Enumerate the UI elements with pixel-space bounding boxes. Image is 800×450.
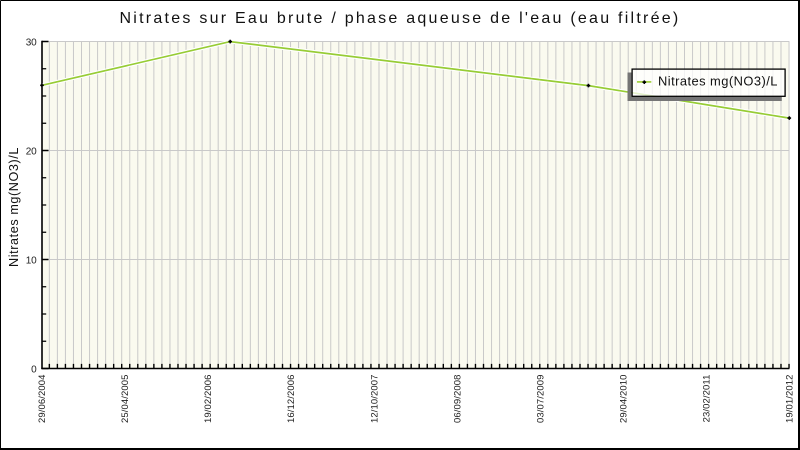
svg-text:Nitrates sur Eau brute / phase: Nitrates sur Eau brute / phase aqueuse d… — [120, 10, 681, 27]
svg-text:29/06/2004: 29/06/2004 — [37, 375, 48, 424]
svg-text:30: 30 — [26, 38, 37, 49]
svg-text:12/10/2007: 12/10/2007 — [369, 375, 380, 424]
svg-text:03/07/2009: 03/07/2009 — [535, 375, 546, 424]
svg-text:19/02/2006: 19/02/2006 — [203, 375, 214, 424]
svg-text:19/01/2012: 19/01/2012 — [785, 375, 796, 424]
svg-text:20: 20 — [26, 147, 37, 158]
svg-text:25/04/2005: 25/04/2005 — [120, 375, 131, 424]
svg-text:29/04/2010: 29/04/2010 — [618, 375, 629, 424]
svg-text:16/12/2006: 16/12/2006 — [286, 375, 297, 424]
svg-text:23/02/2011: 23/02/2011 — [702, 375, 713, 423]
svg-text:10: 10 — [26, 256, 37, 267]
svg-text:Nitrates mg(NO3)/L: Nitrates mg(NO3)/L — [658, 73, 778, 88]
svg-text:Nitrates mg(NO3)/L: Nitrates mg(NO3)/L — [7, 147, 21, 267]
svg-text:06/09/2008: 06/09/2008 — [452, 375, 463, 424]
svg-text:0: 0 — [31, 365, 37, 376]
